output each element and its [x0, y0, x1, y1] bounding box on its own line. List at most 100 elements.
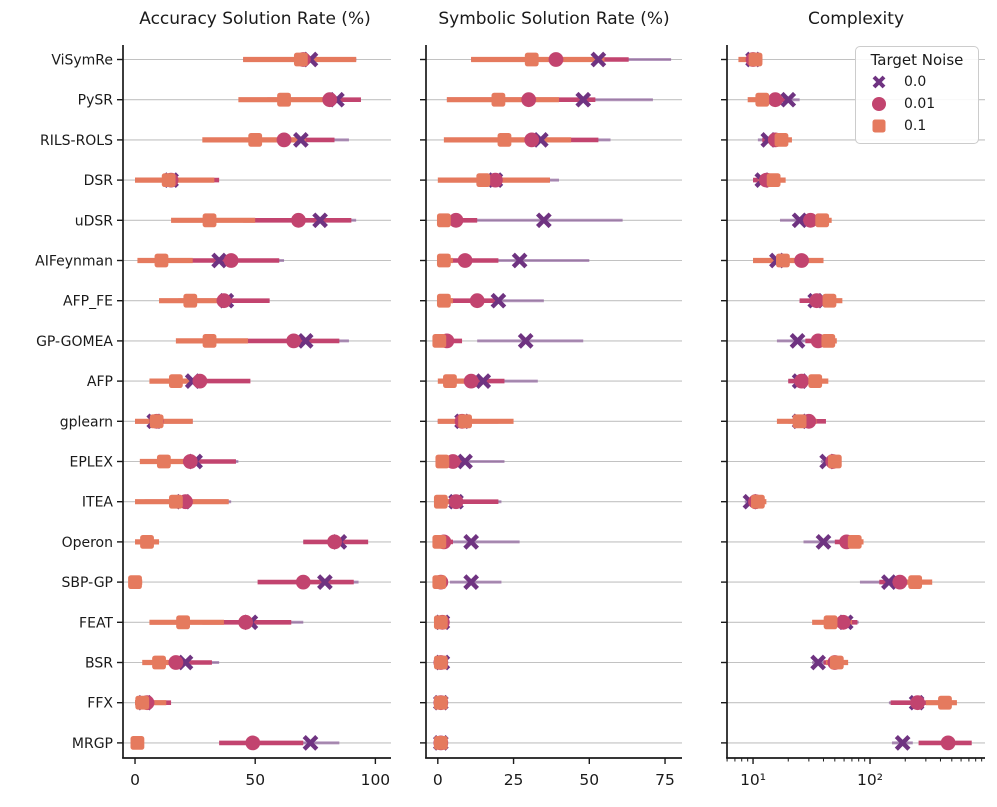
marker-circle [276, 132, 292, 148]
marker-circle [463, 373, 479, 389]
marker-square [458, 414, 472, 429]
marker-square [433, 615, 448, 630]
y-tick-label: BSR [85, 656, 113, 672]
marker-circle [216, 293, 232, 309]
panel-title-symbolic: Symbolic Solution Rate (%) [438, 9, 670, 29]
marker-circle [524, 132, 540, 148]
y-tick-label: AIFeynman [35, 254, 113, 270]
y-tick-label: RILS-ROLS [40, 133, 113, 149]
legend-label: 0.0 [904, 74, 927, 90]
marker-x [211, 252, 227, 269]
marker-x [463, 574, 479, 590]
marker-square [433, 494, 448, 509]
marker-circle [487, 172, 503, 188]
marker-square [748, 52, 763, 67]
marker-square [476, 173, 491, 187]
y-tick-label: gplearn [60, 414, 113, 430]
x-tick-label: 0 [130, 771, 140, 789]
marker-square [130, 736, 145, 750]
x-tick-label: 25 [504, 771, 524, 789]
marker-square [277, 92, 291, 107]
marker-x [297, 333, 314, 349]
legend-label: 0.01 [904, 96, 936, 112]
marker-square [755, 92, 770, 107]
marker-x [780, 91, 797, 108]
marker-circle [457, 253, 473, 268]
marker-circle [548, 52, 564, 67]
y-tick-label: AFP_FE [63, 294, 113, 310]
y-tick-label: ViSymRe [51, 53, 113, 69]
marker-square [847, 535, 862, 549]
panel-title-complexity: Complexity [807, 9, 904, 29]
marker-square [829, 655, 844, 670]
y-tick-label: FEAT [79, 615, 113, 631]
marker-square [154, 253, 169, 268]
x-tick-label: 50 [579, 771, 599, 789]
x-tick-label: 75 [655, 771, 675, 789]
legend-item-noise-01: 0.1 [862, 115, 972, 137]
marker-x [575, 91, 592, 108]
marker-x [475, 373, 492, 389]
x-tick-label: 10¹ [740, 771, 766, 789]
marker-circle [286, 333, 302, 349]
marker-circle [322, 92, 338, 108]
marker-circle [245, 735, 261, 751]
marker-square [433, 695, 448, 710]
marker-square [183, 293, 198, 308]
marker-circle [182, 454, 198, 469]
marker-square [432, 334, 447, 348]
marker-circle [521, 92, 537, 108]
marker-square [766, 173, 781, 187]
panel-1: 0 25 50 75 [420, 45, 682, 789]
panel-title-accuracy: Accuracy Solution Rate (%) [139, 9, 371, 29]
marker-square [815, 213, 830, 228]
marker-circle [445, 454, 461, 469]
marker-square [293, 52, 308, 67]
marker-square [176, 615, 190, 630]
marker-x [463, 534, 479, 550]
marker-circle [835, 614, 851, 630]
x-tick-label: 100 [361, 771, 391, 789]
marker-x [317, 574, 333, 590]
marker-x [789, 333, 806, 349]
marker-square [432, 535, 447, 549]
legend: Target Noise 0.0 0.01 0.1 [855, 46, 979, 144]
square-marker-icon [862, 118, 896, 134]
marker-circle [910, 695, 925, 711]
y-tick-label: EPLEX [69, 455, 113, 471]
y-tick-label: PySR [78, 93, 114, 109]
marker-square [497, 133, 512, 147]
marker-square [128, 575, 142, 589]
marker-x [881, 574, 897, 590]
y-tick-label: FFX [87, 696, 113, 712]
marker-circle [291, 212, 306, 228]
marker-square [908, 575, 923, 589]
marker-square [750, 494, 765, 509]
marker-circle [327, 534, 342, 550]
marker-x [302, 735, 319, 751]
marker-square [822, 293, 837, 308]
marker-square [792, 414, 807, 429]
marker-x [312, 212, 328, 229]
y-tick-label: uDSR [75, 213, 114, 229]
marker-circle [803, 212, 818, 228]
marker-square [432, 575, 447, 589]
marker-x [457, 453, 473, 470]
x-tick-label: 50 [245, 771, 265, 789]
marker-square [443, 374, 457, 388]
legend-item-noise-0: 0.0 [862, 71, 972, 93]
panel-0: ViSymRe PySR RILS-ROLS DSR uDSR AIFeynman AFP_… [35, 45, 391, 789]
marker-square [823, 615, 838, 630]
legend-item-noise-001: 0.01 [862, 93, 972, 115]
y-tick-label: SBP-GP [62, 575, 113, 591]
marker-circle [794, 373, 809, 389]
marker-square [248, 133, 263, 147]
marker-square [433, 655, 448, 670]
y-tick-label: AFP [87, 374, 113, 390]
marker-square [776, 253, 790, 268]
marker-square [161, 173, 176, 187]
marker-circle [794, 253, 809, 268]
marker-circle [238, 614, 253, 630]
marker-square [808, 374, 823, 388]
